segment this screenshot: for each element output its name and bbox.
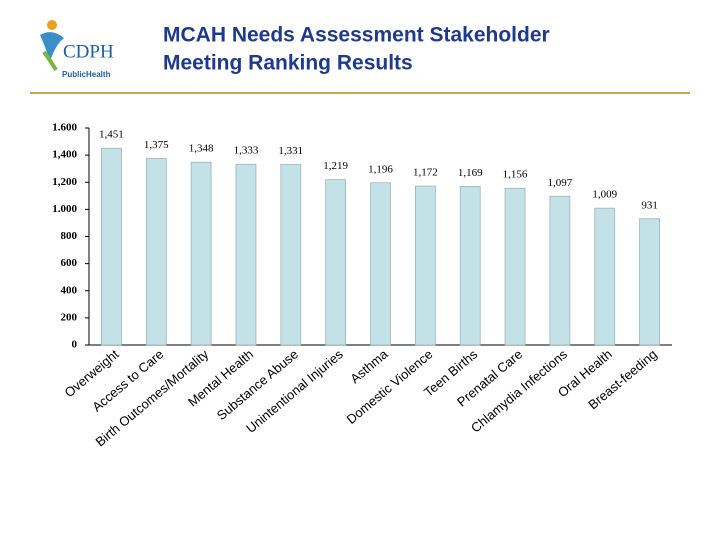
- y-tick-label: 1,200: [52, 176, 77, 188]
- value-label: 1,172: [413, 167, 438, 179]
- value-label: 1,451: [99, 129, 124, 141]
- logo-subtext: PublicHealth: [62, 70, 111, 79]
- bar: [325, 179, 347, 346]
- bar: [594, 207, 616, 346]
- value-label: 1,375: [144, 139, 169, 151]
- y-tick-label: 1.600: [52, 122, 77, 134]
- value-label: 1,097: [548, 177, 573, 189]
- y-tick-label: 600: [61, 257, 78, 269]
- logo-figure: [40, 32, 64, 62]
- bar: [504, 187, 526, 346]
- bar: [370, 182, 391, 346]
- logo-text: CDPH: [63, 41, 114, 62]
- bar: [235, 163, 257, 346]
- y-tick-label: 1.000: [52, 203, 77, 215]
- chart-title: MCAH Needs Assessment Stakeholder: [163, 24, 550, 47]
- value-label: 1,009: [592, 189, 617, 201]
- bar: [639, 218, 660, 346]
- bar: [459, 186, 481, 346]
- logo: CDPH PublicHealth: [35, 10, 118, 82]
- value-label: 1,156: [503, 169, 528, 181]
- bar: [280, 164, 302, 346]
- y-tick-label: 400: [61, 284, 78, 296]
- y-tick-label: 0: [72, 339, 78, 351]
- bar: [549, 195, 571, 346]
- y-tick-label: 200: [61, 311, 78, 323]
- value-label: 1,333: [234, 145, 259, 157]
- value-label: 1,348: [189, 143, 214, 155]
- y-tick-label: 1,400: [52, 149, 77, 161]
- bar: [145, 158, 167, 346]
- bar: [101, 147, 122, 346]
- y-tick-label: 800: [61, 230, 78, 242]
- value-label: 931: [641, 199, 658, 211]
- value-label: 1,219: [323, 160, 348, 172]
- chart-title: Meeting Ranking Results: [163, 52, 413, 75]
- bar: [190, 161, 212, 346]
- logo-figure: [47, 20, 57, 30]
- value-label: 1,169: [458, 167, 483, 179]
- logo-figure: [42, 50, 58, 72]
- value-label: 1,196: [368, 163, 393, 175]
- bar: [414, 185, 436, 346]
- value-label: 1,331: [278, 145, 303, 157]
